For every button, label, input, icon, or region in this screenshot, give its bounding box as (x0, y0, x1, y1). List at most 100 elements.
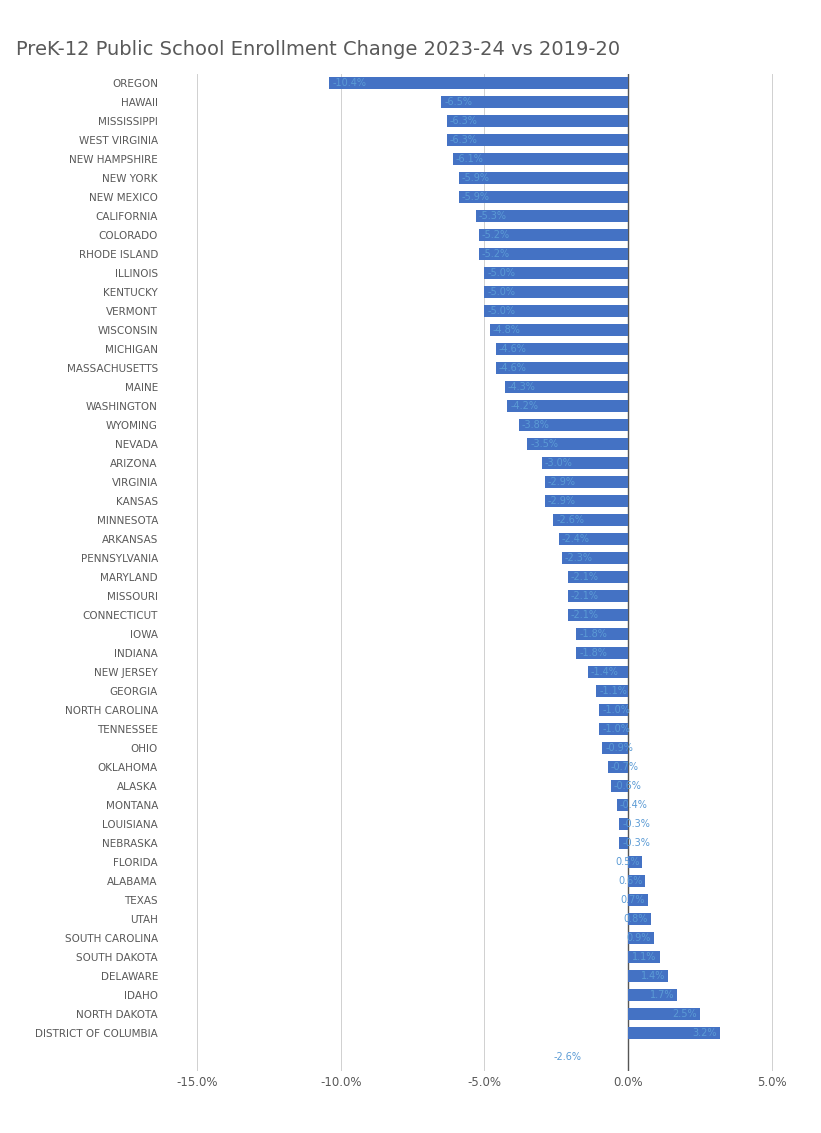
Text: 1.1%: 1.1% (632, 952, 657, 962)
Bar (447, 114, 628, 127)
Bar (628, 970, 668, 982)
Text: -0.4%: -0.4% (620, 800, 647, 810)
Text: -2.1%: -2.1% (571, 572, 599, 582)
Bar (484, 286, 628, 298)
Bar (542, 457, 628, 469)
Bar (545, 476, 628, 488)
Text: -1.8%: -1.8% (580, 629, 607, 639)
Bar (479, 248, 628, 261)
Bar (588, 666, 628, 678)
Text: -4.6%: -4.6% (499, 344, 526, 353)
Text: -1.0%: -1.0% (603, 705, 630, 715)
Text: -0.3%: -0.3% (622, 837, 650, 847)
Text: 0.7%: 0.7% (621, 895, 645, 905)
Text: 1.7%: 1.7% (649, 990, 674, 999)
Text: -6.1%: -6.1% (456, 154, 484, 164)
Text: -3.5%: -3.5% (530, 438, 558, 449)
Text: -4.3%: -4.3% (507, 382, 535, 392)
Bar (568, 590, 628, 602)
Text: 0.9%: 0.9% (626, 932, 651, 943)
Bar (458, 172, 628, 185)
Text: -5.2%: -5.2% (481, 230, 510, 240)
Text: -0.3%: -0.3% (622, 819, 650, 829)
Bar (628, 1007, 699, 1020)
Text: 1.4%: 1.4% (641, 971, 665, 981)
Bar (559, 533, 628, 545)
Text: -5.0%: -5.0% (488, 287, 516, 297)
Text: -1.4%: -1.4% (591, 667, 618, 676)
Text: -5.9%: -5.9% (461, 173, 489, 184)
Bar (484, 267, 628, 279)
Bar (447, 134, 628, 146)
Text: -4.8%: -4.8% (493, 325, 521, 335)
Text: -4.6%: -4.6% (499, 363, 526, 373)
Text: -10.4%: -10.4% (332, 78, 366, 88)
Bar (484, 305, 628, 317)
Text: -6.3%: -6.3% (450, 135, 478, 145)
Bar (628, 951, 660, 963)
Bar (458, 191, 628, 203)
Text: -2.9%: -2.9% (548, 477, 576, 487)
Bar (453, 153, 628, 165)
Bar (496, 361, 628, 374)
Text: -2.6%: -2.6% (553, 1053, 581, 1063)
Text: -0.9%: -0.9% (605, 743, 633, 752)
Bar (596, 684, 628, 697)
Text: -2.1%: -2.1% (571, 591, 599, 600)
Bar (507, 400, 628, 412)
Bar (599, 723, 628, 735)
Text: 3.2%: 3.2% (693, 1028, 718, 1038)
Bar (545, 495, 628, 508)
Text: -0.6%: -0.6% (614, 781, 641, 791)
Bar (628, 912, 651, 925)
Bar (568, 571, 628, 583)
Bar (568, 608, 628, 621)
Bar (479, 229, 628, 241)
Bar (528, 437, 628, 450)
Text: -1.1%: -1.1% (599, 685, 627, 696)
Text: 0.6%: 0.6% (618, 876, 642, 886)
Text: 2.5%: 2.5% (672, 1008, 697, 1019)
Bar (617, 799, 628, 811)
Bar (628, 931, 654, 944)
Bar (620, 836, 628, 849)
Text: 0.5%: 0.5% (615, 857, 640, 867)
Text: -2.1%: -2.1% (571, 610, 599, 620)
Bar (504, 381, 628, 393)
Bar (553, 513, 628, 526)
Bar (620, 818, 628, 830)
Bar (611, 780, 628, 792)
Bar (442, 96, 628, 109)
Bar (476, 210, 628, 222)
Bar (599, 704, 628, 716)
Text: -2.3%: -2.3% (565, 553, 593, 563)
Text: -6.5%: -6.5% (444, 97, 472, 108)
Bar (628, 855, 642, 868)
Text: -6.3%: -6.3% (450, 116, 478, 126)
Bar (628, 894, 649, 906)
Bar (608, 760, 628, 773)
Bar (562, 552, 628, 564)
Bar (329, 77, 628, 90)
Bar (628, 875, 645, 887)
Bar (576, 628, 628, 640)
Text: -0.7%: -0.7% (611, 761, 639, 772)
Text: PreK-12 Public School Enrollment Change 2023-24 vs 2019-20: PreK-12 Public School Enrollment Change … (16, 40, 621, 59)
Text: -3.8%: -3.8% (522, 420, 549, 431)
Text: -5.3%: -5.3% (479, 211, 507, 221)
Text: -2.6%: -2.6% (557, 514, 585, 525)
Text: -2.9%: -2.9% (548, 496, 576, 506)
Text: -3.0%: -3.0% (545, 458, 572, 468)
Text: -5.0%: -5.0% (488, 269, 516, 278)
Text: -4.2%: -4.2% (510, 401, 539, 411)
Text: 0.8%: 0.8% (624, 913, 649, 923)
Text: -1.8%: -1.8% (580, 648, 607, 658)
Bar (519, 419, 628, 432)
Bar (628, 989, 677, 1000)
Bar (496, 343, 628, 355)
Text: -5.0%: -5.0% (488, 306, 516, 316)
Text: -2.4%: -2.4% (562, 534, 590, 544)
Bar (490, 324, 628, 337)
Bar (603, 742, 628, 753)
Bar (576, 647, 628, 659)
